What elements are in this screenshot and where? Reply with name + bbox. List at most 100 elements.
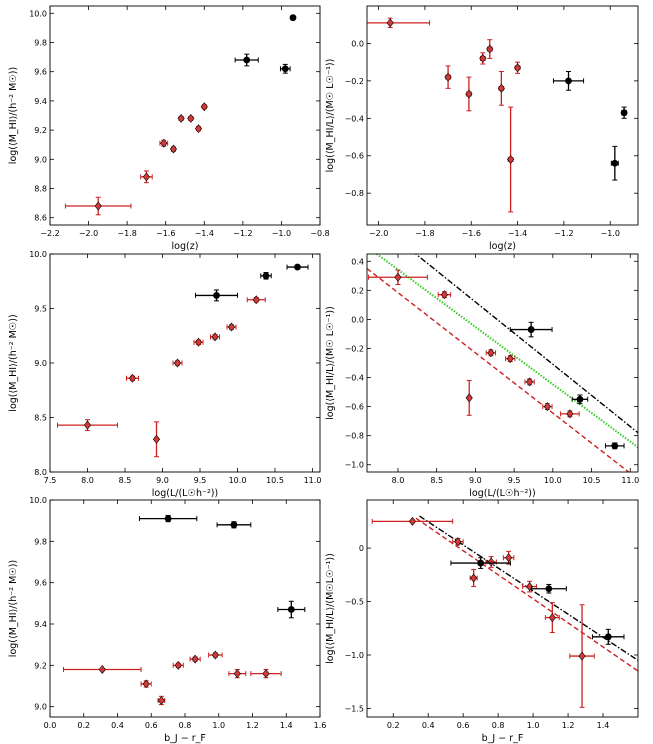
- x-tick-label: 8.0: [81, 476, 94, 485]
- x-tick-label: 10.0: [544, 476, 562, 485]
- data-point-diamond: [191, 654, 199, 664]
- y-tick-label: 0.0: [351, 315, 364, 324]
- data-point-diamond: [486, 44, 494, 54]
- data-point-diamond: [394, 272, 402, 282]
- axes-frame: [366, 499, 639, 718]
- data-point-circle: [230, 521, 238, 529]
- data-point-diamond: [94, 201, 102, 211]
- data-point-diamond: [83, 420, 92, 430]
- x-tick-label: 0.8: [179, 721, 192, 730]
- data-point-circle: [604, 633, 612, 641]
- y-tick-label: −0.2: [345, 344, 364, 353]
- data-point-diamond: [497, 83, 505, 93]
- x-tick-label: −1.0: [272, 229, 291, 238]
- x-tick-label: 0.4: [422, 721, 435, 730]
- x-tick-label: −0.8: [310, 229, 329, 238]
- data-point-circle: [294, 263, 301, 271]
- y-tick-label: 0.4: [351, 257, 364, 266]
- x-tick-label: 9.5: [508, 476, 521, 485]
- data-point-diamond: [386, 18, 394, 28]
- plot-area: [64, 14, 297, 216]
- data-point-circle: [620, 109, 628, 117]
- data-point-circle: [611, 159, 619, 167]
- y-axis-label: log(⟨M_HI⟩/(h⁻² M☉)): [8, 67, 19, 164]
- y-tick-label: 9.4: [34, 620, 47, 629]
- y-tick-label: 9.0: [34, 359, 47, 368]
- y-tick-label: 9.8: [34, 39, 47, 48]
- data-point-diamond: [227, 322, 236, 332]
- axes-frame: [49, 253, 321, 473]
- data-point-diamond: [479, 53, 487, 63]
- x-axis-label: log(z): [172, 241, 199, 252]
- data-point-circle: [287, 606, 295, 613]
- data-point-diamond: [487, 348, 495, 358]
- x-tick-label: 1.6: [314, 721, 327, 730]
- x-tick-label: −1.4: [195, 229, 214, 238]
- y-tick-label: −0.2: [345, 77, 364, 86]
- x-tick-label: 11.0: [621, 476, 639, 485]
- x-tick-label: 9.0: [469, 476, 482, 485]
- data-point-circle: [281, 65, 289, 73]
- y-axis-label: log(⟨M_HI/L⟩/(M☉ L☉⁻¹)): [325, 306, 336, 420]
- y-tick-label: 8.6: [34, 214, 47, 223]
- plot-area: [367, 254, 638, 472]
- data-point-diamond: [211, 332, 219, 342]
- x-tick-label: 1.2: [246, 721, 259, 730]
- data-point-diamond: [177, 113, 185, 123]
- data-point-circle: [164, 515, 172, 522]
- x-tick-label: 8.5: [430, 476, 443, 485]
- data-point-circle: [545, 585, 553, 593]
- x-tick-label: −1.4: [508, 229, 527, 238]
- data-point-diamond: [152, 434, 161, 444]
- x-tick-label: 0.6: [145, 721, 158, 730]
- y-tick-label: 9.0: [34, 703, 47, 712]
- y-tick-label: −1.0: [345, 651, 364, 660]
- y-tick-label: −0.6: [345, 403, 364, 412]
- plot-area: [57, 263, 309, 458]
- plot-area: [63, 515, 306, 706]
- x-tick-label: 1.0: [527, 721, 540, 730]
- y-tick-label: 8.5: [34, 414, 47, 423]
- y-tick-label: 9.6: [34, 579, 47, 588]
- data-point-diamond: [252, 295, 260, 305]
- y-axis-label: log(⟨M_HI⟩/(h⁻² M☉)): [8, 560, 19, 657]
- y-tick-label: 8.8: [34, 185, 47, 194]
- data-point-diamond: [408, 516, 417, 526]
- data-point-diamond: [128, 373, 137, 383]
- y-tick-label: 0: [359, 544, 364, 553]
- data-point-diamond: [543, 402, 551, 412]
- axes-frame: [366, 253, 639, 473]
- data-point-circle: [477, 559, 485, 567]
- plot-area: [367, 17, 628, 213]
- y-tick-label: 10.0: [29, 496, 47, 505]
- data-point-circle: [243, 56, 251, 64]
- y-tick-label: 9.6: [34, 68, 47, 77]
- x-axis-label: b_J − r_F: [482, 733, 524, 744]
- x-tick-label: 0.8: [492, 721, 505, 730]
- y-tick-label: −0.6: [345, 152, 364, 161]
- x-tick-label: 0.2: [387, 721, 400, 730]
- data-point-diamond: [566, 409, 574, 419]
- data-point-diamond: [160, 138, 168, 148]
- y-tick-label: 9.2: [34, 126, 47, 135]
- y-tick-label: 10.0: [29, 9, 47, 18]
- x-tick-label: −2.2: [40, 229, 59, 238]
- y-tick-label: 0.2: [351, 286, 364, 295]
- data-point-diamond: [465, 89, 473, 99]
- y-tick-label: 9.8: [34, 537, 47, 546]
- x-tick-label: 0.6: [457, 721, 470, 730]
- x-tick-label: 0.4: [111, 721, 124, 730]
- data-point-diamond: [513, 63, 522, 73]
- x-tick-label: 11.0: [304, 476, 322, 485]
- panel-5: 0.0 0.2 0.4 0.6 0.8 1.0 1.2 1.4 1.6 9.0 9.2 9.4 9.6 9…: [8, 496, 326, 744]
- x-tick-label: 0.2: [77, 721, 90, 730]
- x-axis-label: log(L/(L☉h⁻²)): [152, 488, 218, 499]
- x-tick-label: −1.8: [117, 229, 136, 238]
- data-point-diamond: [194, 124, 203, 134]
- x-tick-label: 9.5: [194, 476, 207, 485]
- panel-4: 8.0 8.5 9.0 9.5 10.0 10.5 11.0 −1.0 −0.8 −0.6 −0.4…: [325, 253, 639, 499]
- data-point-diamond: [157, 695, 165, 705]
- x-tick-label: 10.5: [583, 476, 601, 485]
- x-tick-label: 0.0: [44, 721, 57, 730]
